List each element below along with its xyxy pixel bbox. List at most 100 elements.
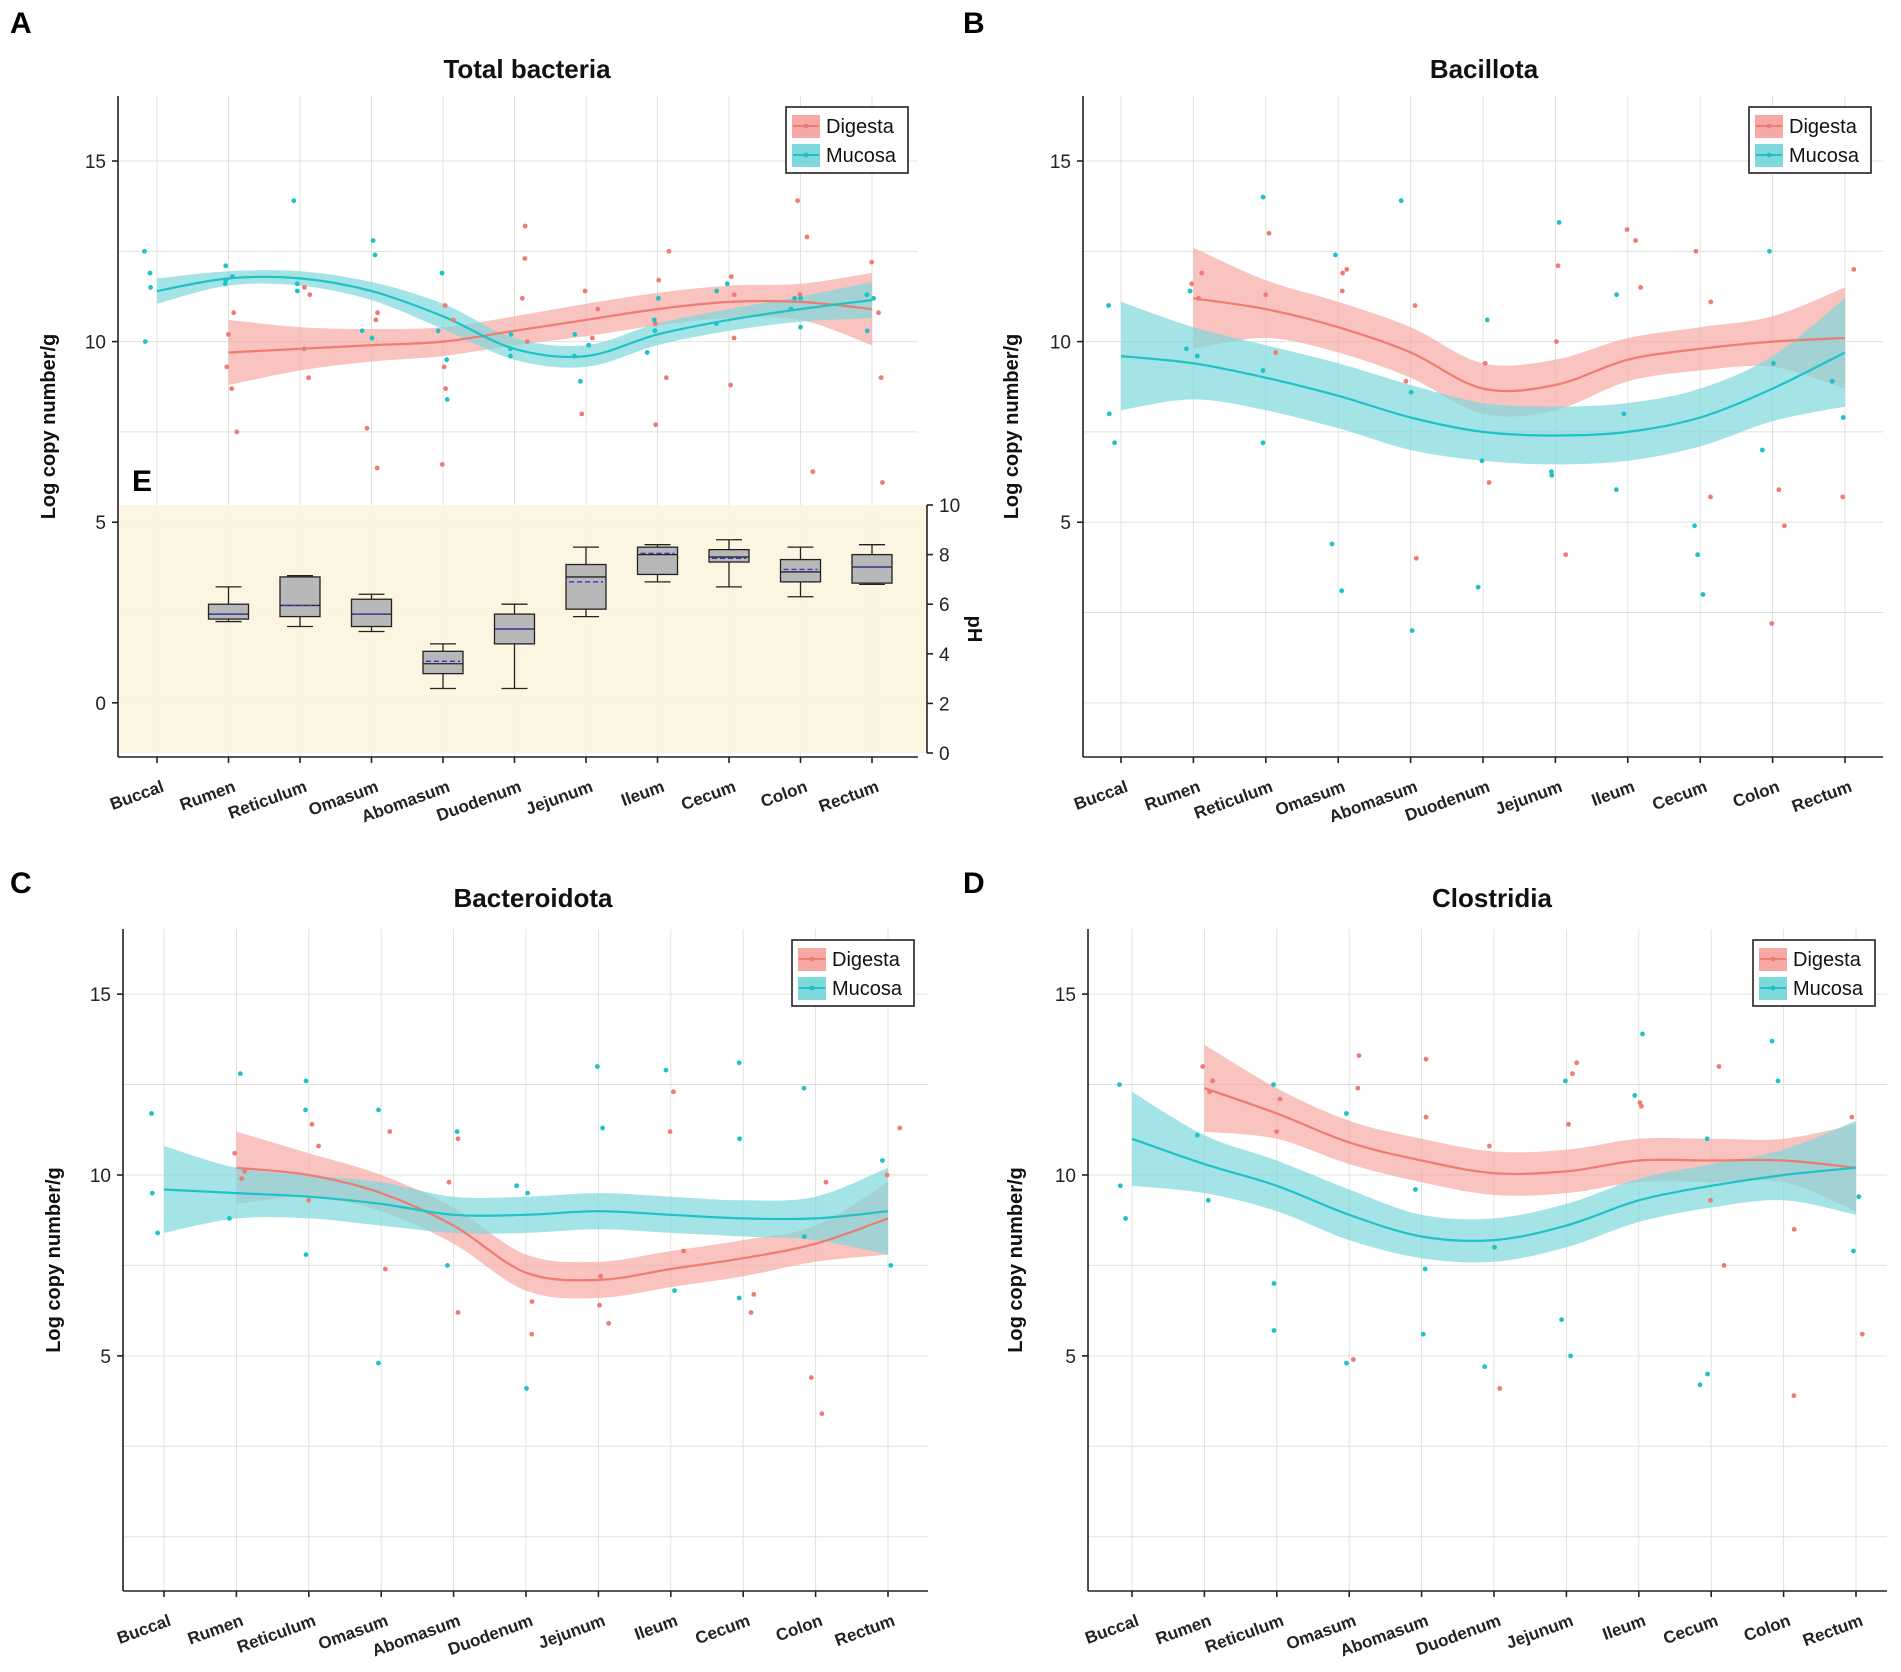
mucosa-data-point: [1840, 415, 1846, 420]
mucosa-data-point: [864, 328, 870, 334]
panel-letter-b: B: [963, 7, 985, 40]
mucosa-data-point: [1775, 1078, 1781, 1084]
mucosa-data-point: [1117, 1183, 1123, 1189]
ph-box-rectum: [851, 544, 893, 586]
mucosa-data-point: [1271, 1328, 1277, 1333]
mucosa-data-point: [514, 1183, 519, 1189]
mucosa-data-point: [1413, 1187, 1418, 1192]
mucosa-data-point: [294, 288, 300, 294]
y-tick-label: 15: [85, 152, 106, 173]
x-category-label: Reticulum: [226, 777, 310, 823]
legend-marker-mucosa: [809, 985, 815, 991]
x-category-label: Ileum: [632, 1611, 680, 1644]
x-category-label: Colon: [773, 1611, 825, 1645]
legend-label-digesta: Digesta: [826, 116, 895, 138]
digesta-data-point: [797, 292, 803, 298]
digesta-data-point: [1403, 378, 1409, 384]
mucosa-data-point: [524, 1386, 529, 1391]
digesta-data-point: [809, 1375, 814, 1380]
mucosa-data-point: [1695, 552, 1700, 558]
y-tick-label: 15: [1050, 152, 1071, 173]
mucosa-data-point: [1549, 472, 1555, 478]
mucosa-data-point: [1556, 220, 1562, 225]
legend-label-digesta: Digesta: [832, 949, 901, 971]
digesta-data-point: [450, 317, 456, 323]
mucosa-data-point: [227, 1216, 232, 1221]
digesta-data-point: [524, 339, 530, 344]
digesta-data-point: [1497, 1386, 1503, 1391]
mucosa-data-point: [871, 295, 876, 301]
mucosa-data-point: [1260, 194, 1266, 200]
mucosa-data-point: [454, 1129, 460, 1134]
x-category-label: Cecum: [1661, 1611, 1721, 1648]
digesta-data-point: [455, 1136, 461, 1142]
x-category-label: Rectum: [816, 777, 881, 816]
y-tick-label: 5: [1065, 1347, 1076, 1368]
digesta-data-point: [1412, 303, 1418, 308]
digesta-data-point: [666, 248, 672, 254]
mucosa-data-point: [1767, 248, 1772, 254]
digesta-data-point: [582, 288, 588, 294]
mucosa-data-point: [439, 270, 445, 276]
mucosa-data-point: [445, 1263, 450, 1268]
digesta-confidence-band: [1193, 247, 1845, 417]
digesta-data-point: [242, 1169, 248, 1174]
ph-box-jejunum: [565, 546, 607, 618]
ph-box-rumen: [207, 586, 250, 623]
ph-box-iqr: [779, 558, 822, 583]
panel-letter-a: A: [10, 7, 32, 40]
mucosa-data-point: [1339, 588, 1345, 594]
digesta-data-point: [373, 317, 379, 323]
ph-box-iqr: [565, 563, 607, 610]
mucosa-trend-line: [163, 1188, 889, 1221]
mucosa-data-point: [222, 281, 228, 287]
digesta-data-point: [1563, 552, 1569, 558]
legend-label-digesta: Digesta: [1789, 116, 1858, 138]
mucosa-data-point: [736, 1060, 742, 1066]
mucosa-data-point: [600, 1125, 605, 1131]
mucosa-data-point: [148, 285, 154, 290]
mucosa-data-point: [1704, 1136, 1710, 1142]
digesta-data-point: [1263, 292, 1269, 298]
digesta-data-point: [1574, 1060, 1580, 1066]
digesta-data-point: [1189, 281, 1195, 287]
mucosa-data-point: [713, 321, 719, 326]
digesta-data-point: [880, 480, 885, 485]
mucosa-data-point: [1563, 1078, 1568, 1084]
digesta-data-point: [529, 1299, 535, 1304]
x-category-label: Cecum: [1650, 777, 1710, 814]
mucosa-data-point: [1106, 303, 1111, 308]
digesta-data-point: [455, 1310, 461, 1315]
mucosa-data-point: [1482, 1364, 1487, 1370]
y-tick-label: 15: [1055, 985, 1076, 1006]
digesta-data-point: [1199, 270, 1205, 276]
digesta-data-point: [1716, 1064, 1722, 1069]
mucosa-data-point: [444, 357, 450, 363]
x-category-label: Reticulum: [1191, 777, 1275, 823]
mucosa-data-point: [1475, 584, 1481, 590]
mucosa-data-point: [303, 1078, 309, 1084]
mucosa-data-point: [1260, 368, 1266, 373]
digesta-data-point: [1350, 1357, 1356, 1362]
x-category-label: Colon: [1741, 1611, 1793, 1645]
legend-label-mucosa: Mucosa: [832, 978, 903, 1000]
mucosa-data-point: [1112, 440, 1117, 446]
mucosa-data-point: [644, 350, 650, 355]
digesta-data-point: [529, 1331, 535, 1337]
mucosa-data-point: [142, 248, 147, 254]
digesta-data-point: [595, 306, 601, 312]
digesta-data-point: [884, 1172, 890, 1178]
mucosa-data-point: [1123, 1216, 1128, 1221]
mucosa-data-point: [798, 324, 803, 330]
digesta-data-point: [1776, 487, 1782, 493]
mucosa-confidence-band: [1132, 1091, 1856, 1263]
mucosa-trend-line: [156, 275, 873, 359]
mucosa-data-point: [147, 270, 153, 276]
mucosa-data-point: [1271, 1082, 1276, 1087]
legend: Digesta Mucosa: [785, 106, 909, 174]
legend-label-digesta: Digesta: [1793, 949, 1862, 971]
mucosa-data-point: [230, 274, 235, 279]
ph-y-tick-label: 8: [939, 546, 950, 567]
